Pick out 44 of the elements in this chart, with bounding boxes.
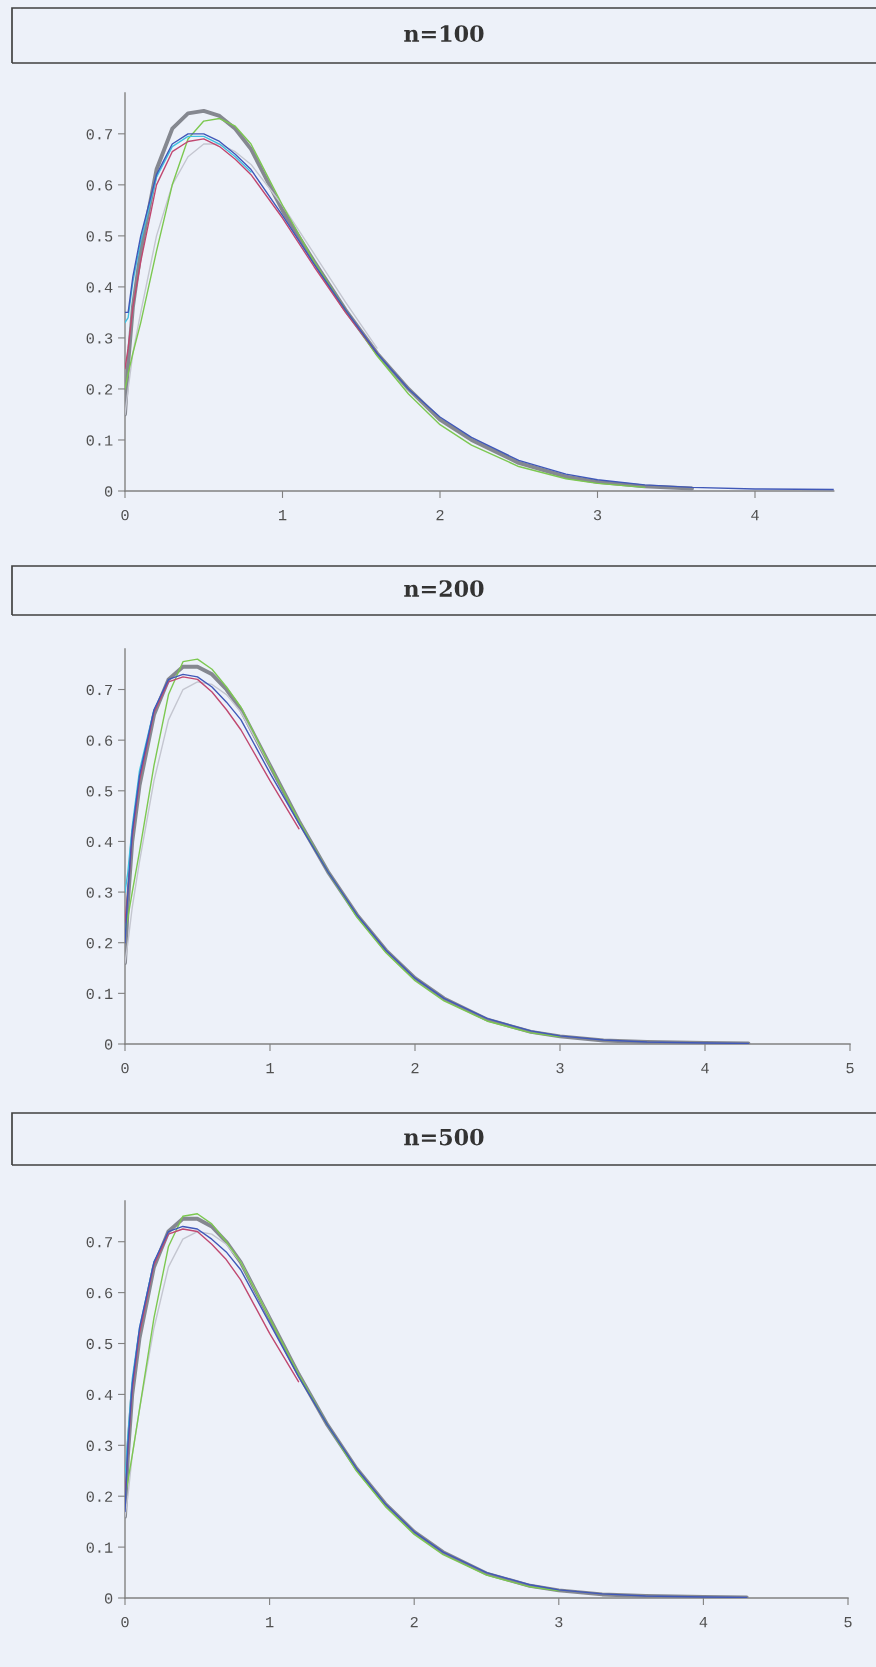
x-tick-label: 2 <box>410 1616 418 1628</box>
x-tick-label: 0 <box>121 509 129 521</box>
x-tick-label: 5 <box>844 1617 852 1628</box>
y-tick-label: 0.4 <box>86 282 113 293</box>
x-tick-label: 4 <box>699 1617 708 1628</box>
chart-title: n=200 <box>404 580 484 597</box>
y-tick-label: 0.6 <box>86 1287 113 1299</box>
y-tick-label: 0.2 <box>86 938 113 949</box>
y-tick-label: 0.5 <box>86 1338 113 1350</box>
y-tick-label: 0.5 <box>86 786 113 797</box>
x-tick-label: 1 <box>279 510 287 521</box>
x-tick-label: 5 <box>846 1063 854 1074</box>
y-tick-label: 0.7 <box>86 129 112 140</box>
x-tick-label: 3 <box>555 1616 563 1628</box>
y-tick-label: 0.3 <box>86 333 113 344</box>
y-tick-label: 0.7 <box>86 684 112 696</box>
y-tick-label: 0.4 <box>86 836 113 848</box>
x-tick-label: 3 <box>556 1062 564 1074</box>
x-tick-label: 2 <box>436 509 444 521</box>
x-tick-label: 1 <box>266 1617 274 1628</box>
y-tick-label: 0.1 <box>86 988 113 1000</box>
y-tick-label: 0 <box>104 1039 113 1050</box>
y-tick-label: 0.7 <box>86 1237 112 1248</box>
x-tick-label: 1 <box>266 1063 274 1074</box>
y-tick-label: 0.1 <box>86 435 113 446</box>
y-tick-label: 0.2 <box>86 384 113 395</box>
y-tick-label: 0.4 <box>86 1389 113 1401</box>
y-tick-label: 0.6 <box>86 180 113 191</box>
y-tick-label: 0.3 <box>86 1440 113 1451</box>
y-tick-label: 0.6 <box>86 735 113 746</box>
x-tick-label: 0 <box>121 1062 129 1074</box>
x-tick-label: 4 <box>701 1063 709 1074</box>
y-tick-label: 0.3 <box>86 887 113 898</box>
x-tick-label: 4 <box>751 510 759 521</box>
y-tick-label: 0.1 <box>86 1542 113 1553</box>
y-tick-label: 0 <box>104 1593 113 1604</box>
y-tick-label: 0.2 <box>86 1491 113 1502</box>
y-tick-label: 0.5 <box>86 231 113 242</box>
chart-title: n=100 <box>404 25 484 42</box>
chart-title: n=500 <box>404 1128 484 1146</box>
x-tick-label: 3 <box>593 509 602 521</box>
x-tick-label: 2 <box>411 1062 419 1074</box>
x-tick-label: 0 <box>121 1616 129 1628</box>
y-tick-label: 0 <box>104 486 113 497</box>
